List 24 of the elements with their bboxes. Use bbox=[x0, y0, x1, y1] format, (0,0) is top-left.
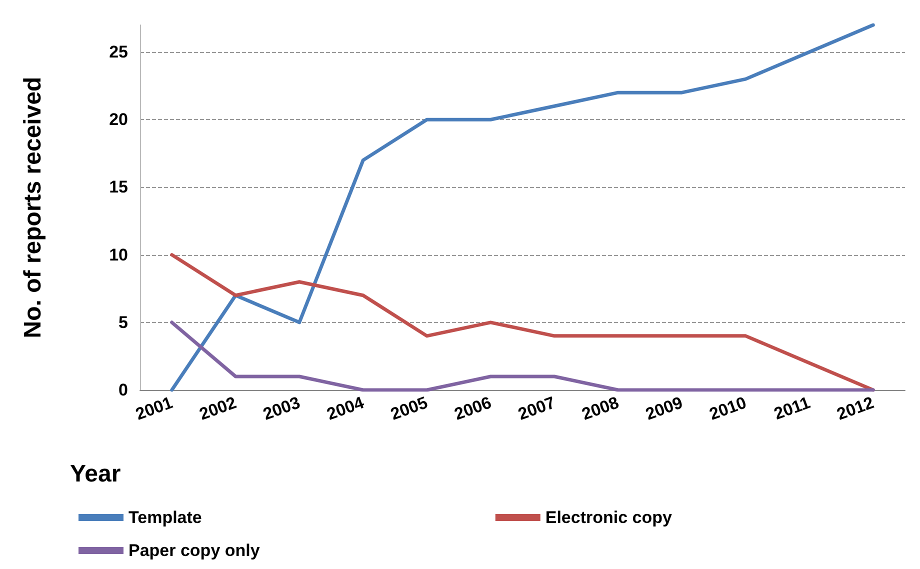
y-axis-title: No. of reports received bbox=[20, 76, 46, 338]
x-tick-label: 2007 bbox=[516, 393, 558, 424]
legend-label: Paper copy only bbox=[128, 541, 260, 560]
y-tick-label: 5 bbox=[118, 312, 128, 332]
x-tick-label: 2008 bbox=[579, 393, 622, 424]
x-tick-label: 2009 bbox=[643, 393, 686, 424]
x-tick-label: 2006 bbox=[452, 393, 494, 424]
x-tick-label: 2001 bbox=[133, 393, 176, 424]
x-tick-label: 2003 bbox=[260, 393, 303, 424]
y-tick-label: 15 bbox=[109, 178, 128, 197]
legend-label: Electronic copy bbox=[545, 508, 673, 527]
y-tick-label: 25 bbox=[109, 42, 128, 62]
x-tick-label: 2011 bbox=[771, 393, 813, 424]
x-tick-label: 2004 bbox=[324, 392, 367, 424]
y-tick-label: 20 bbox=[109, 110, 128, 130]
x-axis-title: Year bbox=[70, 460, 121, 488]
legend-label: Template bbox=[128, 508, 202, 527]
x-tick-label: 2010 bbox=[706, 393, 749, 424]
y-tick-label: 0 bbox=[118, 380, 128, 400]
y-tick-label: 10 bbox=[109, 245, 128, 264]
x-tick-label: 2012 bbox=[834, 393, 876, 424]
line-series bbox=[170, 23, 875, 392]
x-tick-label: 2002 bbox=[196, 393, 239, 424]
x-tick-label: 2005 bbox=[388, 393, 430, 424]
